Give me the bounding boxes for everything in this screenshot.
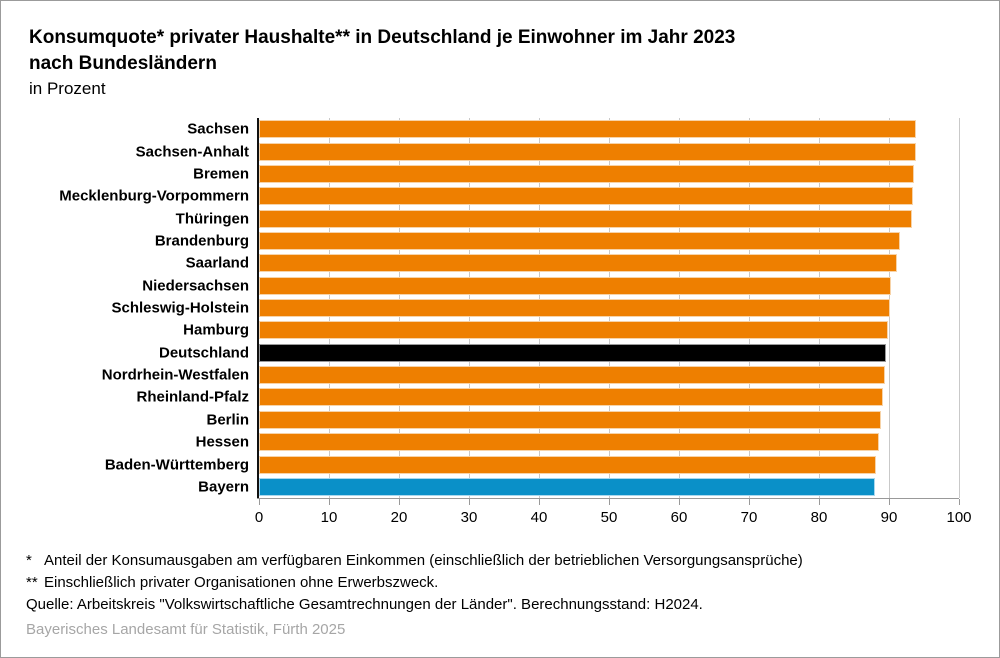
bar-label-bayern: Bayern [198, 478, 249, 496]
bar-label-rheinland-pfalz: Rheinland-Pfalz [136, 388, 249, 406]
bar-berlin [259, 410, 881, 429]
x-tick-20 [399, 499, 400, 505]
x-tick-label-20: 20 [390, 509, 408, 526]
x-tick-label-40: 40 [530, 509, 548, 526]
x-tick-30 [469, 499, 470, 505]
bar-label-schleswig-holstein: Schleswig-Holstein [111, 299, 249, 317]
x-tick-0 [259, 499, 260, 505]
footnote-2-marker: ** [26, 574, 38, 591]
x-tick-label-90: 90 [880, 509, 898, 526]
bar-row-deutschland: Deutschland [159, 342, 959, 364]
x-tick-label-30: 30 [460, 509, 478, 526]
bar-sachsen [259, 120, 917, 139]
bar-bayern [259, 477, 875, 496]
x-axis: 0 10 20 30 40 50 60 70 80 90 100 [255, 498, 972, 538]
plot-area: Sachsen Sachsen-Anhalt Bremen Mecklenburg-V… [59, 118, 972, 526]
bar-saarland [259, 254, 897, 273]
bar-row-th-ringen: Thüringen [176, 207, 959, 229]
bar-label-hamburg: Hamburg [183, 321, 249, 339]
bar-row-sachsen-anhalt: Sachsen-Anhalt [136, 140, 959, 162]
bar-rows: Sachsen Sachsen-Anhalt Bremen Mecklenburg-V… [59, 118, 959, 498]
bar-label-hessen: Hessen [195, 433, 249, 451]
bar-label-th-ringen: Thüringen [175, 210, 249, 228]
footnote-2: ** Einschließlich privater Organisatione… [26, 572, 976, 594]
bar-row-berlin: Berlin [206, 409, 959, 431]
chart-title-line2: nach Bundesländern [29, 53, 217, 74]
bar-label-mecklenburg-vorpommern: Mecklenburg-Vorpommern [59, 187, 249, 205]
footnote-1: * Anteil der Konsumausgaben am verfügbar… [26, 550, 976, 572]
footnotes: * Anteil der Konsumausgaben am verfügbar… [26, 550, 976, 616]
bar-hamburg [259, 321, 888, 340]
footnote-1-marker: * [26, 552, 32, 569]
gridline-100 [959, 118, 960, 498]
x-tick-label-60: 60 [670, 509, 688, 526]
bar-deutschland [259, 343, 887, 362]
bar-label-nordrhein-westfalen: Nordrhein-Westfalen [101, 366, 249, 384]
x-tick-70 [749, 499, 750, 505]
x-tick-label-10: 10 [320, 509, 338, 526]
x-tick-80 [819, 499, 820, 505]
bar-label-brandenburg: Brandenburg [154, 232, 249, 250]
bar-row-nordrhein-westfalen: Nordrhein-Westfalen [102, 364, 959, 386]
bar-hessen [259, 433, 880, 452]
bar-niedersachsen [259, 276, 892, 295]
bar-schleswig-holstein [259, 299, 891, 318]
bar-label-baden-w-rttemberg: Baden-Württemberg [104, 456, 249, 474]
bar-row-bremen: Bremen [193, 163, 959, 185]
bar-baden-w-rttemberg [259, 455, 877, 474]
bar-row-bayern: Bayern [198, 476, 959, 498]
bar-sachsen-anhalt [259, 142, 916, 161]
x-tick-label-70: 70 [740, 509, 758, 526]
x-tick-label-50: 50 [600, 509, 618, 526]
chart-subtitle: in Prozent [29, 79, 106, 98]
bar-rheinland-pfalz [259, 388, 883, 407]
bar-row-mecklenburg-vorpommern: Mecklenburg-Vorpommern [59, 185, 959, 207]
x-tick-label-80: 80 [810, 509, 828, 526]
y-axis-line [257, 118, 259, 498]
bar-row-niedersachsen: Niedersachsen [142, 275, 959, 297]
x-tick-label-100: 100 [946, 509, 972, 526]
x-tick-100 [959, 499, 960, 505]
bar-row-hamburg: Hamburg [183, 319, 959, 341]
bar-nordrhein-westfalen [259, 366, 885, 385]
bar-row-baden-w-rttemberg: Baden-Württemberg [105, 453, 959, 475]
bar-label-niedersachsen: Niedersachsen [142, 277, 249, 295]
bar-row-schleswig-holstein: Schleswig-Holstein [111, 297, 959, 319]
x-tick-10 [329, 499, 330, 505]
x-tick-60 [679, 499, 680, 505]
bar-th-ringen [259, 209, 913, 228]
bar-label-sachsen: Sachsen [187, 120, 249, 138]
bar-brandenburg [259, 231, 901, 250]
bar-label-deutschland: Deutschland [158, 344, 249, 362]
bar-row-rheinland-pfalz: Rheinland-Pfalz [136, 386, 959, 408]
x-tick-90 [889, 499, 890, 505]
bar-row-brandenburg: Brandenburg [155, 230, 959, 252]
x-axis-line [257, 498, 959, 499]
bar-row-sachsen: Sachsen [187, 118, 959, 140]
bar-label-saarland: Saarland [185, 254, 249, 272]
bar-label-berlin: Berlin [206, 411, 249, 429]
chart-title-line1: Konsumquote* privater Haushalte** in Deu… [29, 27, 736, 48]
footnote-1-text: Anteil der Konsumausgaben am verfügbaren… [44, 552, 803, 569]
bar-label-bremen: Bremen [193, 165, 249, 183]
bar-row-saarland: Saarland [186, 252, 959, 274]
x-tick-40 [539, 499, 540, 505]
footnote-source-note: Quelle: Arbeitskreis "Volkswirtschaftlic… [26, 594, 976, 616]
bar-row-hessen: Hessen [196, 431, 959, 453]
x-tick-50 [609, 499, 610, 505]
x-tick-label-0: 0 [254, 509, 264, 526]
source-line: Bayerisches Landesamt für Statistik, Für… [26, 621, 346, 638]
bar-label-sachsen-anhalt: Sachsen-Anhalt [135, 143, 249, 161]
title-block: Konsumquote* privater Haushalte** in Deu… [29, 25, 735, 101]
footnote-2-text: Einschließlich privater Organisationen o… [44, 574, 439, 591]
bar-bremen [259, 164, 914, 183]
bar-mecklenburg-vorpommern [259, 187, 913, 206]
footnote-source-text: Quelle: Arbeitskreis "Volkswirtschaftlic… [26, 596, 703, 613]
